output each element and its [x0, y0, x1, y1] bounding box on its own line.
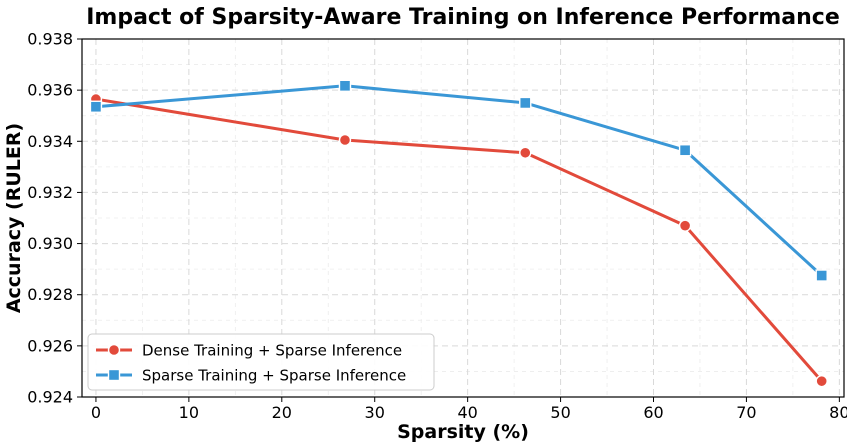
- x-axis-label: Sparsity (%): [397, 421, 529, 443]
- y-tick-label: 0.926: [27, 336, 73, 355]
- x-tick-label: 30: [365, 403, 385, 422]
- x-tick-label: 50: [550, 403, 570, 422]
- legend-marker-square: [107, 368, 121, 382]
- data-point-square: [338, 79, 352, 92]
- x-tick-label: 20: [272, 403, 292, 422]
- x-tick-label: 0: [91, 403, 101, 422]
- y-tick-label: 0.928: [27, 285, 73, 304]
- data-point-circle: [519, 146, 532, 159]
- x-tick-label: 60: [643, 403, 663, 422]
- plot-area: [81, 38, 845, 398]
- data-point-circle: [338, 133, 352, 147]
- plot-frame: [81, 38, 845, 398]
- legend-marker-circle: [107, 343, 121, 357]
- y-axis-ticks: 0.924 0.926 0.928 0.930 0.932 0.934 0.936 0.938: [27, 30, 82, 407]
- x-tick-label: 80: [829, 403, 847, 422]
- data-point-circle: [815, 374, 828, 388]
- grid: [82, 38, 844, 398]
- x-tick-label: 10: [179, 403, 199, 422]
- data-point-square: [89, 100, 103, 113]
- y-axis-label: Accuracy (RULER): [3, 123, 25, 313]
- y-tick-label: 0.934: [27, 132, 73, 151]
- y-tick-label: 0.924: [27, 388, 73, 407]
- series-line-2: [95, 84, 823, 277]
- data-point-square: [815, 269, 828, 282]
- data-point-square: [519, 96, 532, 110]
- legend: Dense Training + Sparse Inference Sparse …: [87, 333, 435, 391]
- y-tick-label: 0.932: [27, 183, 73, 202]
- x-tick-label: 70: [736, 403, 756, 422]
- x-tick-label: 40: [457, 403, 477, 422]
- legend-box: [87, 333, 435, 391]
- data-point-square: [678, 144, 692, 157]
- legend-label-2: Sparse Training + Sparse Inference: [142, 367, 406, 385]
- y-tick-label: 0.936: [27, 81, 73, 100]
- y-tick-label: 0.938: [27, 30, 73, 49]
- x-axis-ticks: 0 10 20 30 40 50 60 70 80: [91, 397, 847, 422]
- chart-title: Impact of Sparsity-Aware Training on Inf…: [86, 5, 840, 30]
- legend-label-1: Dense Training + Sparse Inference: [142, 342, 402, 360]
- data-point-circle: [678, 219, 692, 232]
- y-tick-label: 0.930: [27, 234, 73, 253]
